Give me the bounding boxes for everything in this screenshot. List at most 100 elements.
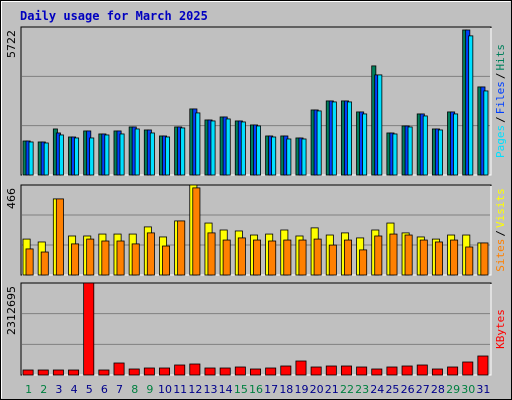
bar [40, 251, 49, 276]
bar [58, 134, 64, 176]
x-tick-label: 14 [219, 383, 233, 396]
bar [404, 234, 413, 276]
bar [22, 369, 34, 376]
x-tick-label: 9 [146, 383, 153, 396]
bar [225, 118, 231, 176]
y-tick-label: 466 [5, 188, 18, 209]
bar [131, 243, 140, 276]
bar [325, 365, 337, 376]
bar [240, 121, 246, 176]
bar [189, 363, 201, 376]
bar [159, 367, 171, 376]
bar [313, 238, 322, 276]
x-tick-label: 4 [71, 383, 78, 396]
legend-entry: Pages [494, 125, 507, 158]
bar [113, 362, 125, 376]
bar [195, 112, 201, 176]
bar [177, 220, 186, 276]
x-tick-label: 8 [131, 383, 138, 396]
bar [450, 239, 459, 276]
x-tick-label: 20 [310, 383, 324, 396]
bar [386, 366, 398, 376]
x-tick-label: 18 [279, 383, 293, 396]
bar [359, 249, 368, 276]
bar [265, 367, 277, 376]
legend-entry: Files [494, 81, 507, 114]
bar [377, 74, 383, 176]
bar [316, 110, 322, 176]
bar [210, 120, 216, 176]
bar [283, 239, 292, 276]
bar [234, 366, 246, 376]
bar [392, 133, 398, 176]
bar [134, 128, 140, 176]
bar [101, 240, 110, 276]
bar [256, 125, 261, 176]
bar [222, 239, 231, 276]
x-tick-label: 5 [86, 383, 93, 396]
bar [204, 367, 216, 376]
bar [419, 239, 428, 276]
bar [389, 233, 398, 276]
x-tick-label: 15 [234, 383, 248, 396]
x-tick-label: 28 [431, 383, 445, 396]
bar [483, 90, 489, 176]
bar [340, 365, 352, 376]
bar [407, 126, 413, 176]
x-tick-label: 23 [355, 383, 369, 396]
bar [128, 368, 140, 376]
bar [89, 137, 95, 176]
bar [104, 134, 110, 176]
bar [371, 368, 383, 376]
bar [116, 240, 125, 276]
bar [68, 369, 80, 376]
legend-entry: Visits [494, 188, 507, 228]
bar [328, 244, 337, 276]
x-tick-label: 10 [158, 383, 172, 396]
x-tick-label: 25 [385, 383, 399, 396]
x-tick-label: 21 [325, 383, 339, 396]
bar [431, 368, 443, 376]
bar [310, 366, 322, 376]
bar [74, 137, 80, 176]
bar [146, 232, 155, 276]
bar [207, 232, 216, 276]
x-tick-label: 1 [25, 383, 32, 396]
bar [447, 366, 459, 376]
bar [237, 237, 246, 276]
legend: Pages/Files/Hits [494, 44, 507, 158]
bar [165, 136, 171, 176]
x-tick-label: 7 [116, 383, 123, 396]
bar [180, 127, 186, 176]
bar [401, 365, 413, 376]
x-tick-label: 3 [55, 383, 62, 396]
bar [37, 369, 49, 376]
x-tick-label: 2 [40, 383, 47, 396]
bar [343, 239, 352, 276]
legend-separator: / [494, 73, 507, 80]
bar [52, 369, 64, 376]
x-tick-label: 24 [370, 383, 384, 396]
bar [268, 240, 277, 276]
x-tick-label: 17 [264, 383, 278, 396]
bar [25, 248, 34, 276]
bar [253, 239, 261, 276]
x-tick-label: 22 [340, 383, 354, 396]
bar [462, 361, 474, 376]
x-tick-label: 27 [416, 383, 430, 396]
bar [55, 198, 64, 276]
x-tick-label: 30 [461, 383, 475, 396]
bar [71, 243, 80, 276]
bar [465, 246, 474, 276]
bar [119, 133, 125, 176]
x-tick-label: 19 [294, 383, 308, 396]
bar [174, 364, 186, 376]
bar [468, 35, 474, 176]
legend-entry: KBytes [494, 309, 507, 349]
bar [298, 239, 307, 276]
bar [422, 115, 428, 176]
bar [416, 364, 428, 376]
legend: Sites / Visits [494, 188, 507, 272]
